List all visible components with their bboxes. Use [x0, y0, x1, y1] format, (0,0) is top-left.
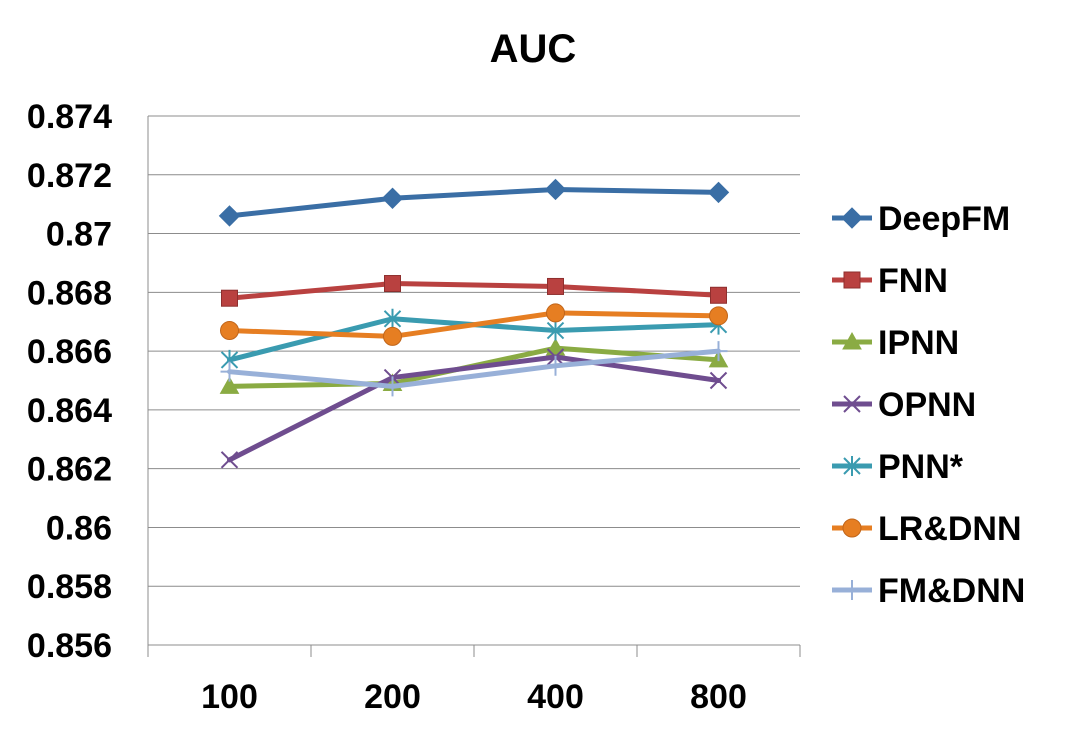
data-point [709, 306, 728, 326]
x-tick-label: 800 [690, 678, 747, 716]
data-point [221, 289, 238, 307]
y-tick-label: 0.87 [46, 216, 112, 254]
legend-label: DeepFM [878, 200, 1010, 238]
legend-marker [843, 395, 861, 413]
x-tick-label: 400 [527, 678, 584, 716]
legend-item-fnn: FNN [832, 262, 948, 300]
series-deepfm [218, 178, 730, 227]
series-line [227, 348, 721, 389]
data-point [220, 361, 239, 382]
legend-label: PNN* [878, 448, 964, 486]
x-tick-labels: 100 200 400 800 [201, 678, 747, 716]
data-point [383, 376, 402, 397]
legend-label: IPNN [878, 324, 959, 362]
y-tick-label: 0.872 [27, 157, 112, 195]
series-fm-dnn [220, 341, 728, 397]
data-point [219, 376, 240, 394]
legend-marker [843, 580, 861, 600]
legend-item-pnn: PNN* [832, 448, 964, 486]
legend-marker [842, 518, 862, 538]
series-pnn [220, 308, 728, 370]
x-tick-label: 200 [364, 678, 421, 716]
y-tick-label: 0.874 [27, 98, 112, 136]
legend-label: OPNN [878, 386, 976, 424]
data-point [220, 321, 239, 341]
axes [147, 116, 801, 657]
data-point [218, 205, 241, 227]
y-tick-label: 0.856 [27, 627, 112, 665]
y-tick-labels: 0.874 0.872 0.87 0.868 0.866 0.864 0.862 0.86 0.… [27, 98, 112, 665]
y-tick-label: 0.864 [27, 392, 112, 430]
legend-item-lr-dnn: LR&DNN [832, 510, 1022, 548]
series-lines [218, 178, 730, 469]
data-point [383, 308, 402, 329]
data-point [546, 320, 565, 341]
legend: DeepFM FNN IPNN OPNN PNN* LR&DNN FM&DNN [832, 200, 1025, 610]
data-point [710, 286, 727, 304]
legend-item-ipnn: IPNN [832, 324, 959, 362]
series-opnn [220, 348, 728, 469]
data-point [220, 451, 239, 469]
chart-title: AUC [490, 27, 577, 71]
legend-label: FNN [878, 262, 948, 300]
data-point [709, 371, 728, 390]
y-tick-label: 0.86 [46, 509, 112, 547]
y-tick-label: 0.862 [27, 451, 112, 489]
data-point [381, 187, 404, 209]
legend-item-deepfm: DeepFM [832, 200, 1010, 238]
data-point [544, 178, 567, 201]
data-point [546, 303, 565, 323]
series-line [227, 281, 721, 301]
data-point [384, 275, 401, 293]
legend-marker [842, 331, 862, 350]
legend-label: LR&DNN [878, 510, 1022, 548]
data-point [547, 277, 564, 295]
legend-item-opnn: OPNN [832, 386, 976, 424]
data-point [707, 181, 730, 204]
y-tick-label: 0.858 [27, 568, 112, 606]
legend-marker [843, 271, 861, 289]
legend-item-fm-dnn: FM&DNN [832, 572, 1025, 610]
y-tick-label: 0.868 [27, 274, 112, 312]
legend-marker [841, 207, 863, 229]
series-lr-dnn [220, 303, 728, 346]
y-tick-label: 0.866 [27, 333, 112, 371]
x-tick-label: 100 [201, 678, 258, 716]
series-line [227, 310, 721, 339]
data-point [383, 326, 402, 346]
data-point [546, 355, 565, 376]
series-fnn [221, 275, 727, 307]
legend-label: FM&DNN [878, 572, 1025, 610]
series-line [227, 354, 721, 463]
data-point [709, 341, 728, 362]
series-line [227, 186, 721, 219]
legend-marker [843, 456, 861, 476]
